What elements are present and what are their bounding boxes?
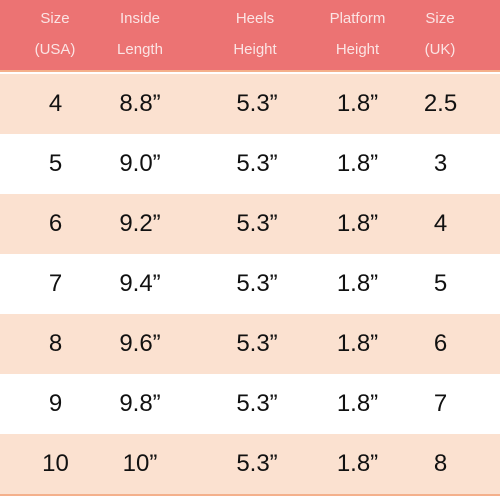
cell-heels-height: 5.3” (236, 90, 278, 117)
cell-size-usa: 10 (42, 450, 69, 477)
table-row: 10 10” 5.3” 1.8” 8 (0, 434, 500, 494)
cell-size-usa: 7 (48, 270, 63, 297)
cell-size-usa: 4 (48, 90, 63, 117)
table-header: Size (USA) Inside Length Heels Height Pl… (0, 0, 500, 70)
bottom-divider (0, 494, 500, 496)
table-row: 4 8.8” 5.3” 1.8” 2.5 (0, 74, 500, 134)
header-inside-length: Inside Length (117, 10, 163, 58)
cell-size-uk: 3 (433, 150, 448, 177)
cell-size-usa: 8 (48, 330, 63, 357)
cell-size-uk: 7 (433, 390, 448, 417)
cell-size-uk: 6 (433, 330, 448, 357)
cell-size-usa: 6 (48, 210, 63, 237)
cell-size-usa: 5 (48, 150, 63, 177)
cell-inside-length: 9.4” (119, 270, 161, 297)
header-heels-height: Heels Height (233, 10, 277, 58)
table-row: 7 9.4” 5.3” 1.8” 5 (0, 254, 500, 314)
cell-inside-length: 9.8” (119, 390, 161, 417)
cell-size-uk: 5 (433, 270, 448, 297)
cell-inside-length: 9.6” (119, 330, 161, 357)
cell-size-uk: 8 (433, 450, 448, 477)
cell-platform-height: 1.8” (336, 270, 379, 297)
cell-inside-length: 10” (122, 450, 158, 477)
cell-size-uk: 2.5 (423, 90, 458, 117)
table-row: 6 9.2” 5.3” 1.8” 4 (0, 194, 500, 254)
cell-platform-height: 1.8” (336, 330, 379, 357)
table-row: 5 9.0” 5.3” 1.8” 3 (0, 134, 500, 194)
cell-heels-height: 5.3” (236, 270, 278, 297)
header-platform-height: Platform Height (329, 10, 386, 58)
cell-heels-height: 5.3” (236, 150, 278, 177)
header-divider (0, 70, 500, 72)
cell-platform-height: 1.8” (336, 90, 379, 117)
cell-size-usa: 9 (48, 390, 63, 417)
cell-inside-length: 9.0” (119, 150, 161, 177)
table-row: 8 9.6” 5.3” 1.8” 6 (0, 314, 500, 374)
cell-size-uk: 4 (433, 210, 448, 237)
cell-inside-length: 9.2” (119, 210, 161, 237)
cell-heels-height: 5.3” (236, 450, 278, 477)
cell-platform-height: 1.8” (336, 390, 379, 417)
cell-platform-height: 1.8” (336, 450, 379, 477)
cell-inside-length: 8.8” (119, 90, 161, 117)
cell-heels-height: 5.3” (236, 330, 278, 357)
header-size-usa: Size (USA) (34, 10, 76, 58)
cell-platform-height: 1.8” (336, 150, 379, 177)
cell-heels-height: 5.3” (236, 390, 278, 417)
cell-platform-height: 1.8” (336, 210, 379, 237)
cell-heels-height: 5.3” (236, 210, 278, 237)
header-size-uk: Size (UK) (424, 10, 456, 58)
table-row: 9 9.8” 5.3” 1.8” 7 (0, 374, 500, 434)
